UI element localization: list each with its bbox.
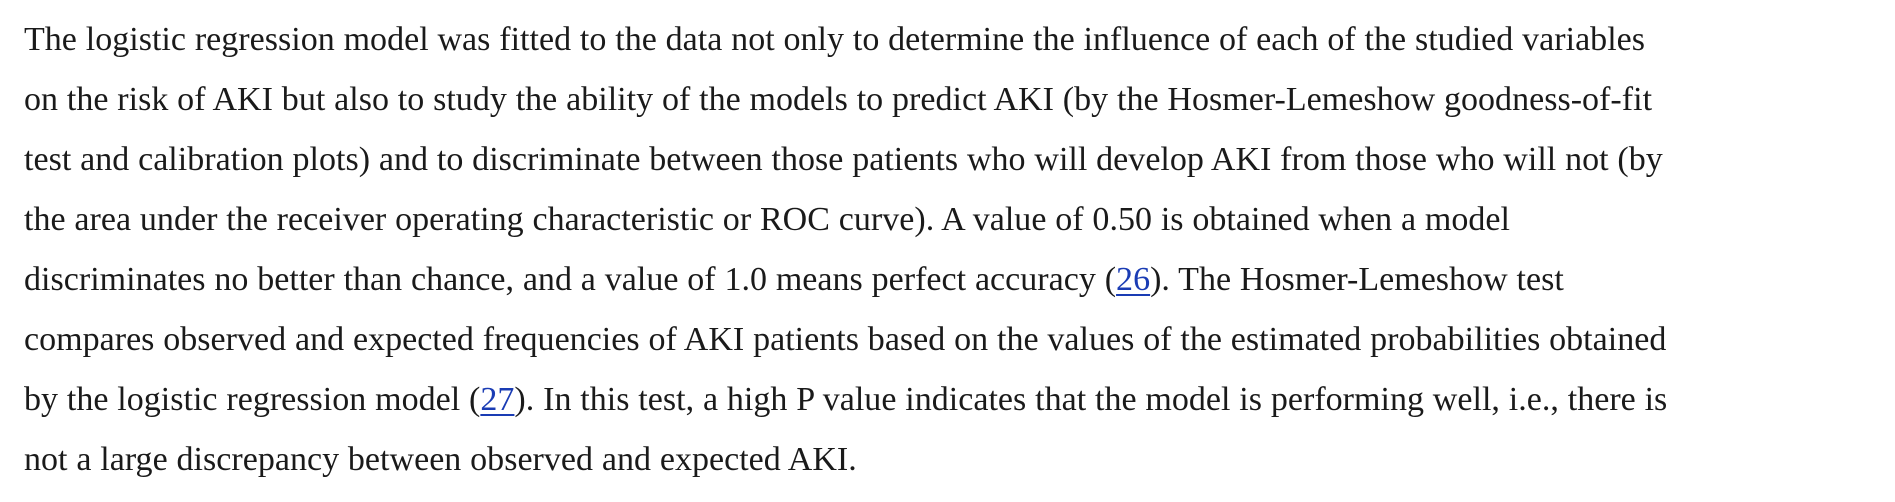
- paragraph-line-6: compares observed and expected frequenci…: [24, 321, 1667, 358]
- reference-link-26[interactable]: 26: [1116, 261, 1151, 298]
- line-5-text-before-ref: discriminates no better than chance, and…: [24, 261, 1117, 298]
- paragraph-line-5: discriminates no better than chance, and…: [24, 250, 1877, 310]
- line-7-text-before-ref: by the logistic regression model (: [24, 381, 481, 418]
- paragraph-line-4: the area under the receiver operating ch…: [24, 201, 1510, 238]
- paragraph-line-8: not a large discrepancy between observed…: [24, 441, 857, 478]
- body-paragraph: The logistic regression model was fitted…: [24, 10, 1877, 490]
- paragraph-line-3: test and calibration plots) and to discr…: [24, 141, 1663, 178]
- line-5-text-after-ref: ). The Hosmer-Lemeshow test: [1150, 261, 1564, 298]
- line-7-text-after-ref: ). In this test, a high P value indicate…: [514, 381, 1668, 418]
- reference-link-27[interactable]: 27: [480, 381, 515, 418]
- paragraph-line-7: by the logistic regression model (27). I…: [24, 370, 1877, 430]
- paragraph-line-2: on the risk of AKI but also to study the…: [24, 81, 1653, 118]
- paragraph-line-1: The logistic regression model was fitted…: [24, 21, 1646, 58]
